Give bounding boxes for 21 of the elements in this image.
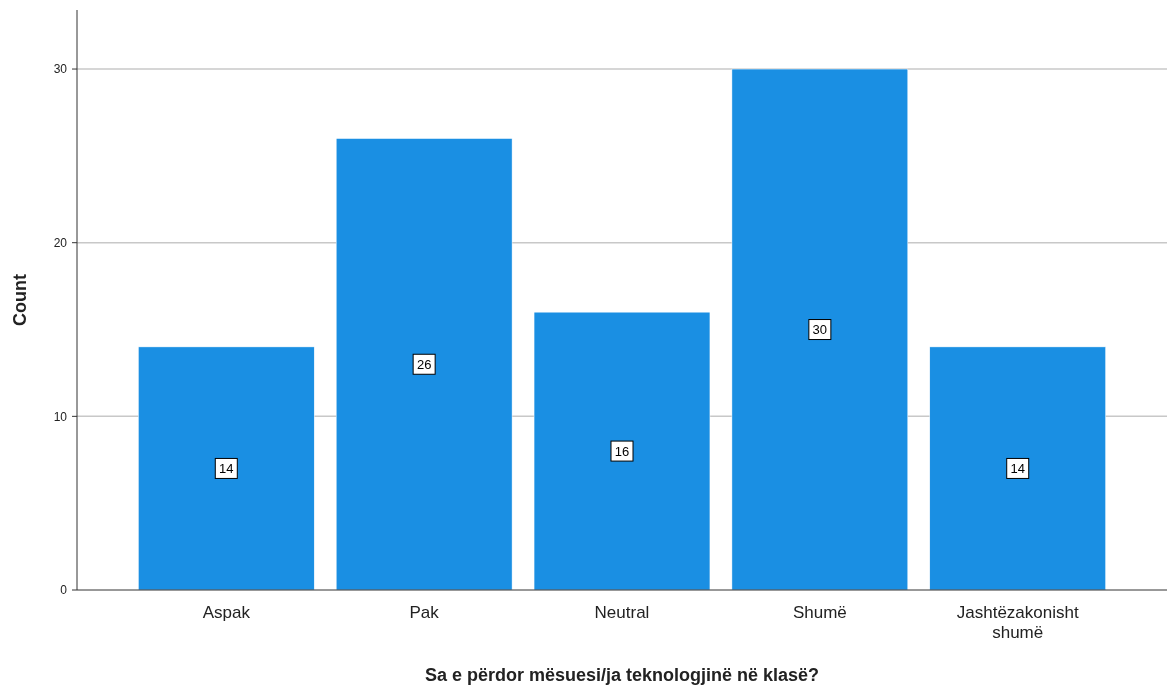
bar — [929, 346, 1106, 591]
x-tick-label: Jashtëzakonisht shumë — [956, 603, 1079, 642]
x-tick-label: Shumë — [792, 603, 847, 622]
bar — [335, 138, 513, 591]
x-tick-label: Aspak — [202, 603, 251, 622]
y-tick-label: 20 — [53, 235, 68, 250]
bar — [731, 68, 909, 591]
data-label: 14 — [219, 460, 234, 476]
x-tick-label: Pak — [409, 603, 440, 622]
y-tick-label: 30 — [53, 62, 68, 77]
data-label: 30 — [812, 322, 828, 338]
x-tick-label: Neutral — [594, 603, 650, 622]
y-tick-label: 10 — [53, 409, 68, 424]
y-axis-title: Count — [10, 274, 30, 326]
data-label: 14 — [1010, 460, 1025, 476]
y-tick-label: 0 — [60, 583, 68, 598]
bar — [533, 311, 711, 591]
x-axis-title: Sa e përdor mësuesi/ja teknologjinë në klasë? — [424, 665, 820, 685]
data-label: 26 — [416, 356, 432, 372]
bar — [138, 346, 315, 591]
data-label: 16 — [614, 443, 630, 459]
